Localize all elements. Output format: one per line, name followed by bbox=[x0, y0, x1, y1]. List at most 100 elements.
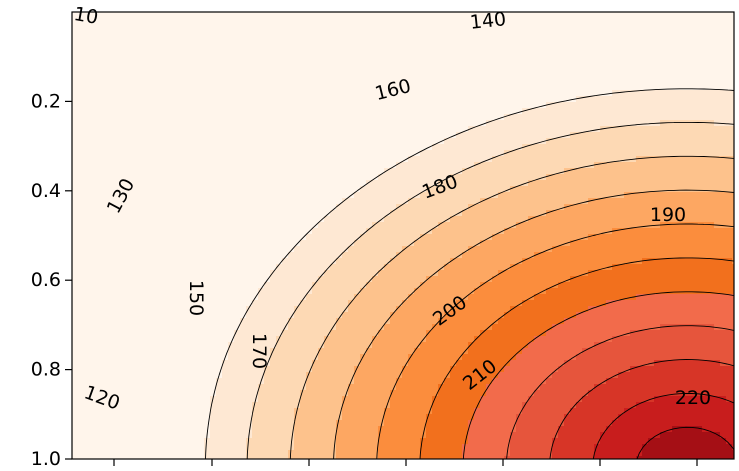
contour-cell bbox=[480, 150, 487, 157]
contour-cell bbox=[384, 54, 391, 61]
contour-cell bbox=[426, 36, 433, 43]
contour-cell bbox=[720, 204, 727, 211]
contour-cell bbox=[198, 162, 205, 169]
contour-cell bbox=[546, 222, 553, 229]
contour-cell bbox=[108, 138, 115, 145]
contour-cell bbox=[726, 234, 733, 241]
contour-cell bbox=[540, 114, 547, 121]
contour-cell bbox=[726, 114, 733, 121]
contour-cell bbox=[564, 228, 571, 235]
contour-cell bbox=[234, 120, 241, 127]
contour-cell bbox=[198, 60, 205, 67]
contour-cell bbox=[498, 234, 505, 241]
contour-cell bbox=[270, 66, 277, 73]
contour-cell bbox=[150, 258, 157, 265]
contour-cell bbox=[648, 102, 655, 109]
contour-cell bbox=[204, 18, 211, 25]
contour-cell bbox=[654, 108, 661, 115]
contour-cell bbox=[684, 138, 691, 145]
contour-cell bbox=[246, 84, 253, 91]
contour-cell bbox=[300, 48, 307, 55]
contour-cell bbox=[414, 30, 421, 37]
contour-cell bbox=[510, 270, 517, 277]
contour-cell bbox=[348, 138, 355, 145]
contour-cell bbox=[438, 90, 445, 97]
contour-cell bbox=[522, 72, 529, 79]
contour-cell bbox=[162, 66, 169, 73]
contour-cell bbox=[636, 192, 643, 199]
contour-cell bbox=[270, 54, 277, 61]
contour-cell bbox=[480, 180, 487, 187]
contour-cell bbox=[462, 54, 469, 61]
contour-cell bbox=[486, 186, 493, 193]
contour-cell bbox=[150, 84, 157, 91]
contour-cell bbox=[708, 24, 715, 31]
contour-cell bbox=[300, 270, 307, 277]
contour-cell bbox=[132, 120, 139, 127]
contour-cell bbox=[372, 252, 379, 259]
contour-cell bbox=[498, 168, 505, 175]
contour-cell bbox=[636, 144, 643, 151]
contour-cell bbox=[708, 114, 715, 121]
contour-cell bbox=[240, 270, 247, 277]
contour-cell bbox=[390, 216, 397, 223]
contour-cell bbox=[612, 246, 619, 253]
contour-cell bbox=[696, 42, 703, 49]
contour-cell bbox=[204, 78, 211, 85]
contour-cell bbox=[558, 120, 565, 127]
contour-cell bbox=[546, 198, 553, 205]
contour-cell bbox=[672, 132, 679, 139]
contour-cell bbox=[450, 60, 457, 67]
contour-cell bbox=[138, 186, 145, 193]
contour-cell bbox=[282, 144, 289, 151]
contour-cell bbox=[246, 36, 253, 43]
contour-cell bbox=[210, 210, 217, 217]
contour-cell bbox=[654, 42, 661, 49]
contour-cell bbox=[204, 222, 211, 229]
contour-cell bbox=[456, 36, 463, 43]
contour-cell bbox=[276, 84, 283, 91]
contour-cell bbox=[108, 204, 115, 211]
contour-cell bbox=[582, 78, 589, 85]
contour-cell bbox=[216, 270, 223, 277]
contour-cell bbox=[684, 90, 691, 97]
contour-cell bbox=[420, 198, 427, 205]
contour-cell bbox=[216, 126, 223, 133]
contour-cell bbox=[228, 126, 235, 133]
contour-cell bbox=[228, 30, 235, 37]
contour-cell bbox=[624, 36, 631, 43]
contour-cell bbox=[540, 258, 547, 265]
contour-cell bbox=[312, 264, 319, 271]
contour-cell bbox=[552, 90, 559, 97]
contour-cell bbox=[708, 42, 715, 49]
contour-cell bbox=[342, 198, 349, 205]
contour-cell bbox=[318, 54, 325, 61]
contour-cell bbox=[102, 228, 109, 235]
contour-cell bbox=[432, 132, 439, 139]
contour-cell bbox=[234, 42, 241, 49]
contour-cell bbox=[702, 258, 709, 265]
contour-cell bbox=[498, 102, 505, 109]
contour-cell bbox=[156, 66, 163, 73]
contour-cell bbox=[726, 246, 733, 253]
contour-cell bbox=[714, 246, 721, 253]
contour-cell bbox=[342, 252, 349, 259]
contour-cell bbox=[522, 102, 529, 109]
contour-cell bbox=[300, 216, 307, 223]
contour-cell bbox=[198, 42, 205, 49]
contour-cell bbox=[426, 42, 433, 49]
contour-cell bbox=[162, 150, 169, 157]
contour-cell bbox=[138, 126, 145, 133]
contour-cell bbox=[606, 252, 613, 259]
contour-cell bbox=[582, 216, 589, 223]
contour-cell bbox=[360, 216, 367, 223]
contour-cell bbox=[468, 144, 475, 151]
contour-cell bbox=[690, 276, 697, 283]
contour-cell bbox=[486, 252, 493, 259]
contour-cell bbox=[312, 48, 319, 55]
contour-cell bbox=[450, 66, 457, 73]
contour-cell bbox=[300, 276, 307, 283]
contour-cell bbox=[336, 12, 343, 19]
contour-cell bbox=[162, 132, 169, 139]
contour-cell bbox=[102, 156, 109, 163]
